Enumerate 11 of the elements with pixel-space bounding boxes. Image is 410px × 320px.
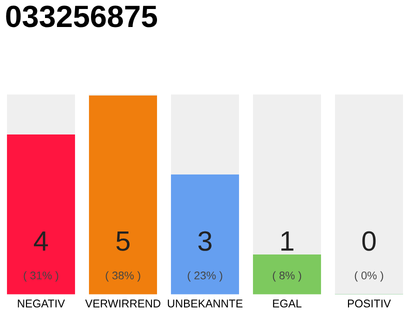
x-tick-label: EGAL: [273, 300, 302, 308]
x-tick-label: UNBEKANNTE: [168, 300, 242, 308]
data-label: 4 ( 31% ): [24, 232, 58, 282]
x-tick-label: VERWIRREND: [85, 300, 160, 308]
x-tick-label: NEGATIV: [18, 300, 65, 308]
data-label: 0 ( 0% ): [354, 231, 384, 282]
chart-title: 033256875: [6, 6, 158, 28]
data-label: 1 ( 8% ): [272, 232, 302, 282]
x-tick-label: POSITIV: [348, 300, 391, 308]
data-label: 5 ( 38% ): [106, 232, 140, 282]
data-label: 3 ( 23% ): [188, 231, 222, 282]
